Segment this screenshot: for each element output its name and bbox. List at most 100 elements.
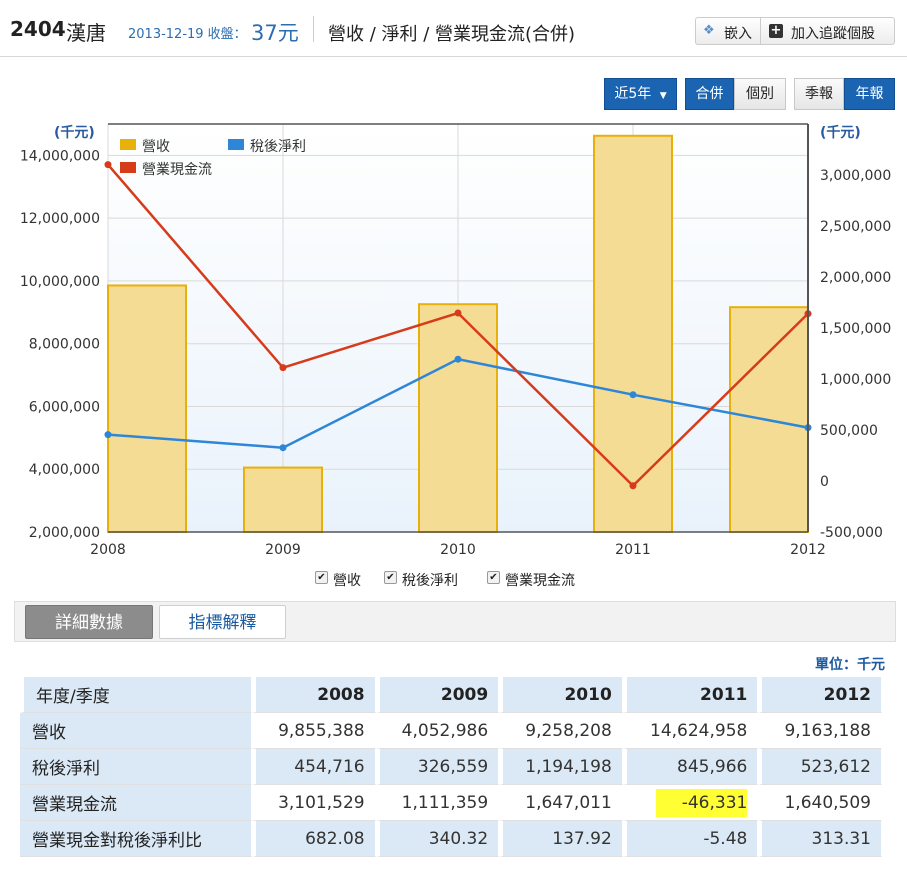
left-axis-tick-label: 4,000,000 (29, 462, 100, 478)
row-label-cash-to-income-ratio: 營業現金對稅後淨利比 (20, 821, 252, 857)
table-cell: 9,163,188 (758, 713, 882, 749)
tab-detail-data[interactable]: 詳細數據 (25, 605, 153, 639)
stock-code: 2404 (10, 17, 66, 41)
financial-table: 年度/季度 2008 2009 2010 2011 2012 營收 9,855,… (20, 677, 882, 857)
highlighted-value: -46,331 (655, 788, 748, 817)
left-axis-unit: (千元) (54, 125, 95, 141)
close-date-label: 2013-12-19 收盤： (128, 27, 247, 42)
row-label-net-income: 稅後淨利 (20, 749, 252, 785)
operating-cash-flow-point (629, 482, 637, 490)
legend-label-net-income: 稅後淨利 (250, 139, 306, 155)
checkbox-revenue[interactable]: ✔ (315, 571, 328, 584)
embed-button-label: 嵌入 (724, 26, 752, 42)
operating-cash-flow-point (279, 364, 287, 372)
right-axis-tick-label: 1,000,000 (820, 372, 891, 388)
left-axis-tick-label: 12,000,000 (20, 211, 100, 227)
row-label-operating-cash-flow: 營業現金流 (20, 785, 252, 821)
table-cell: 3,101,529 (252, 785, 376, 821)
row-label-revenue: 營收 (20, 713, 252, 749)
left-axis-tick-label: 10,000,000 (20, 274, 100, 290)
checkbox-operating-cash-flow[interactable]: ✔ (487, 571, 500, 584)
page-title: 營收 / 淨利 / 營業現金流(合併) (328, 24, 576, 45)
table-cell: 9,258,208 (499, 713, 623, 749)
table-cell: 845,966 (622, 749, 759, 785)
x-axis-tick-label: 2008 (90, 542, 126, 558)
left-axis-tick-label: 2,000,000 (29, 525, 100, 541)
legend-swatch-net-income (228, 139, 244, 150)
x-axis-tick-label: 2010 (440, 542, 476, 558)
net-income-point (629, 391, 637, 399)
net-income-point (279, 444, 287, 452)
x-axis-tick-label: 2012 (790, 542, 826, 558)
quarterly-button[interactable]: 季報 (794, 78, 844, 110)
right-axis-tick-label: 2,000,000 (820, 270, 891, 286)
unit-note: 單位：千元 (815, 657, 885, 673)
tab-indicator-explanation[interactable]: 指標解釋 (159, 605, 286, 639)
table-row: 稅後淨利 454,716 326,559 1,194,198 845,966 5… (20, 749, 882, 785)
revenue-bar (418, 303, 498, 533)
page-header: 2404 漢唐 2013-12-19 收盤： 37元 營收 / 淨利 / 營業現… (0, 0, 907, 57)
x-axis-tick-label: 2011 (615, 542, 651, 558)
toggle-net-income-label: 稅後淨利 (402, 573, 458, 589)
table-cell: 454,716 (252, 749, 376, 785)
table-header-row: 年度/季度 2008 2009 2010 2011 2012 (20, 677, 882, 713)
table-row: 營業現金對稅後淨利比 682.08 340.32 137.92 -5.48 31… (20, 821, 882, 857)
right-axis-tick-label: 500,000 (820, 423, 878, 439)
table-cell: 682.08 (252, 821, 376, 857)
table-cell: 9,855,388 (252, 713, 376, 749)
table-header-year: 2008 (252, 677, 376, 713)
revenue-bar (593, 134, 673, 534)
toggle-operating-cash-flow-label: 營業現金流 (505, 573, 575, 589)
right-axis-tick-label: 3,000,000 (820, 168, 891, 184)
add-watchlist-label: 加入追蹤個股 (791, 26, 875, 42)
table-cell: 1,194,198 (499, 749, 623, 785)
left-axis-tick-label: 14,000,000 (20, 148, 100, 164)
table-row: 營業現金流 3,101,529 1,111,359 1,647,011 -46,… (20, 785, 882, 821)
table-header-year: 2010 (499, 677, 623, 713)
consolidated-button[interactable]: 合併 (685, 78, 734, 110)
table-cell: 313.31 (758, 821, 882, 857)
table-header-year: 2012 (758, 677, 882, 713)
stock-name: 漢唐 (66, 21, 106, 45)
right-axis-unit: (千元) (820, 125, 861, 141)
add-watchlist-button[interactable]: + 加入追蹤個股 (761, 17, 895, 45)
table-cell: 1,111,359 (375, 785, 500, 821)
period-dropdown-label: 近5年 (614, 86, 652, 102)
annual-button[interactable]: 年報 (844, 78, 895, 110)
table-cell: -5.48 (622, 821, 759, 857)
table-cell: 326,559 (375, 749, 500, 785)
table-cell: 137.92 (499, 821, 623, 857)
legend-label-operating-cash-flow: 營業現金流 (142, 162, 212, 178)
right-axis-tick-label: 1,500,000 (820, 321, 891, 337)
net-income-point (104, 431, 112, 439)
table-cell: 14,624,958 (622, 713, 759, 749)
close-price: 37元 (251, 21, 299, 45)
table-header-period: 年度/季度 (20, 677, 252, 713)
table-cell: 1,647,011 (499, 785, 623, 821)
legend-swatch-revenue (120, 139, 136, 150)
embed-icon: ❖ (703, 23, 715, 38)
operating-cash-flow-point (454, 309, 462, 317)
x-axis-tick-label: 2009 (265, 542, 301, 558)
right-axis-tick-label: -500,000 (820, 525, 883, 541)
table-header-year: 2009 (375, 677, 500, 713)
revenue-bar (243, 466, 323, 533)
plus-icon: + (769, 23, 783, 38)
table-row: 營收 9,855,388 4,052,986 9,258,208 14,624,… (20, 713, 882, 749)
net-income-point (454, 355, 462, 363)
operating-cash-flow-point (104, 161, 112, 169)
checkbox-net-income[interactable]: ✔ (384, 571, 397, 584)
individual-button[interactable]: 個別 (734, 78, 786, 110)
header-divider (313, 16, 314, 42)
left-axis-tick-label: 6,000,000 (29, 399, 100, 415)
table-cell: 340.32 (375, 821, 500, 857)
period-dropdown[interactable]: 近5年 ▼ (604, 78, 677, 110)
right-axis-tick-label: 0 (820, 474, 829, 490)
table-cell-highlighted: -46,331 (622, 785, 759, 821)
caret-down-icon: ▼ (659, 91, 667, 101)
legend-label-revenue: 營收 (142, 139, 170, 155)
table-cell: 1,640,509 (758, 785, 882, 821)
embed-button[interactable]: ❖ 嵌入 (695, 17, 761, 45)
table-cell: 523,612 (758, 749, 882, 785)
legend-swatch-operating-cash-flow (120, 162, 136, 173)
